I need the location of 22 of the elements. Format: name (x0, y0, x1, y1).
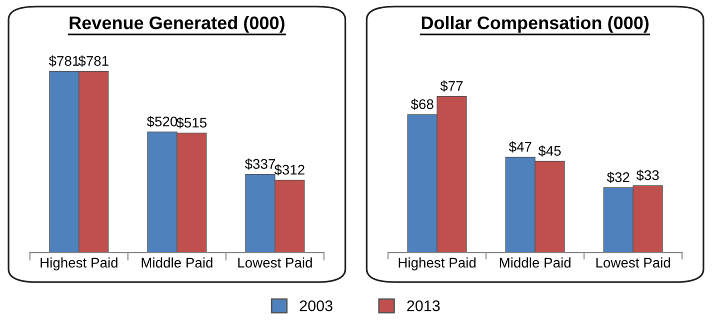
data-label: $515 (176, 117, 207, 128)
x-tick-label: Highest Paid (398, 257, 476, 270)
data-label: $520 (146, 116, 178, 128)
data-label: $68 (410, 98, 434, 110)
data-label: $781 (78, 55, 108, 67)
data-label: $47 (508, 141, 532, 153)
data-label: $32 (606, 172, 630, 183)
data-label: $781 (48, 55, 79, 67)
x-tick-label: Lowest Paid (238, 257, 312, 268)
legend-label: 2013 (407, 300, 440, 312)
data-label: $77 (440, 80, 463, 92)
data-label: $33 (636, 170, 659, 181)
x-tick-label: Middle Paid (500, 257, 570, 268)
chart-title: Dollar Compensation (000) (422, 16, 649, 33)
data-label: $312 (274, 164, 304, 176)
x-tick-label: Lowest Paid (596, 257, 670, 268)
x-tick-label: Highest Paid (40, 257, 118, 270)
chart-title: Revenue Generated (000) (70, 16, 284, 33)
x-tick-label: Middle Paid (142, 257, 212, 268)
data-label: $337 (244, 158, 275, 170)
data-label: $45 (538, 145, 561, 157)
legend-label: 2003 (300, 300, 332, 312)
